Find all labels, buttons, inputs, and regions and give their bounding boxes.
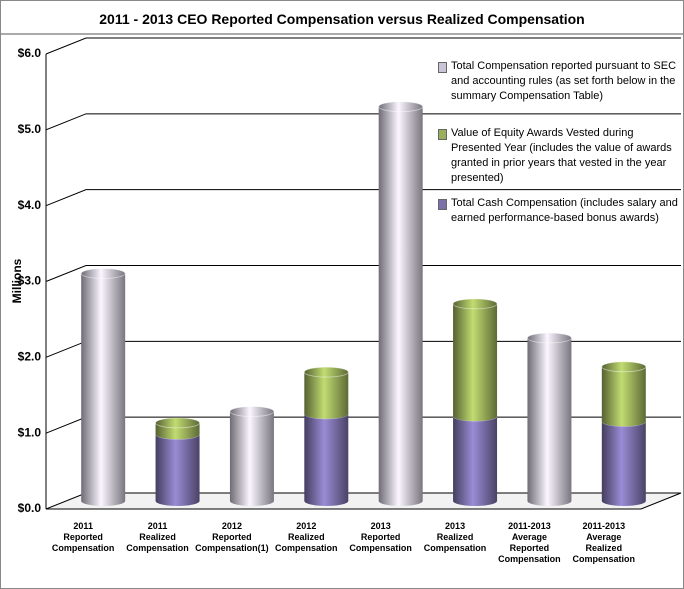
- y-tick-label: $1.0: [18, 425, 42, 439]
- bar-segment: [303, 366, 349, 419]
- x-tick-label: 2013 Reported Compensation: [349, 521, 412, 553]
- grid-line: [45, 37, 681, 55]
- bar-segment: [452, 410, 498, 506]
- grid-line: [45, 189, 681, 207]
- chart-title: 2011 - 2013 CEO Reported Compensation ve…: [99, 11, 585, 27]
- y-axis-label: Millions: [10, 258, 24, 303]
- y-tick-label: $0.0: [18, 501, 42, 515]
- bar-segment: [527, 332, 572, 506]
- y-tick-label: $2.0: [18, 350, 42, 364]
- x-tick-label: 2011-2013 Average Reported Compensation: [498, 521, 561, 564]
- legend-label: Total Cash Compensation (includes salary…: [451, 197, 678, 224]
- grid-line: [45, 416, 681, 434]
- bar-segment: [601, 361, 647, 427]
- bar-segment: [452, 298, 498, 422]
- grid-line: [45, 340, 681, 358]
- bar-segment: [378, 101, 424, 507]
- bar-segment: [155, 428, 200, 506]
- bar-segment: [601, 415, 647, 506]
- grid-line: [45, 265, 681, 282]
- y-tick-label: $3.0: [18, 274, 42, 288]
- bar-segment: [80, 268, 126, 506]
- x-tick-label: 2012 Realized Compensation: [275, 521, 338, 553]
- legend-label: Value of Equity Awards Vested during Pre…: [451, 127, 672, 184]
- bar-segment: [155, 417, 200, 440]
- y-tick-label: $5.0: [18, 122, 42, 136]
- legend-swatch: [438, 199, 447, 210]
- legend-swatch: [438, 129, 447, 140]
- legend-swatch: [438, 62, 447, 73]
- bar-segment: [303, 408, 349, 506]
- x-tick-label: 2012 Reported Compensation(1): [195, 521, 269, 553]
- x-tick-label: 2011-2013 Average Realized Compensation: [572, 521, 636, 564]
- bar-segment: [229, 406, 275, 506]
- legend-label: Total Compensation reported pursuant to …: [451, 60, 677, 102]
- x-tick-label: 2011 Realized Compensation: [126, 521, 189, 553]
- y-tick-label: $4.0: [18, 198, 42, 212]
- floor: [45, 492, 682, 510]
- x-tick-label: 2013 Realized Compensation: [423, 521, 487, 553]
- y-tick-label: $6.0: [18, 46, 42, 60]
- x-tick-label: 2011 Reported Compensation: [51, 521, 115, 553]
- grid-line: [45, 113, 681, 131]
